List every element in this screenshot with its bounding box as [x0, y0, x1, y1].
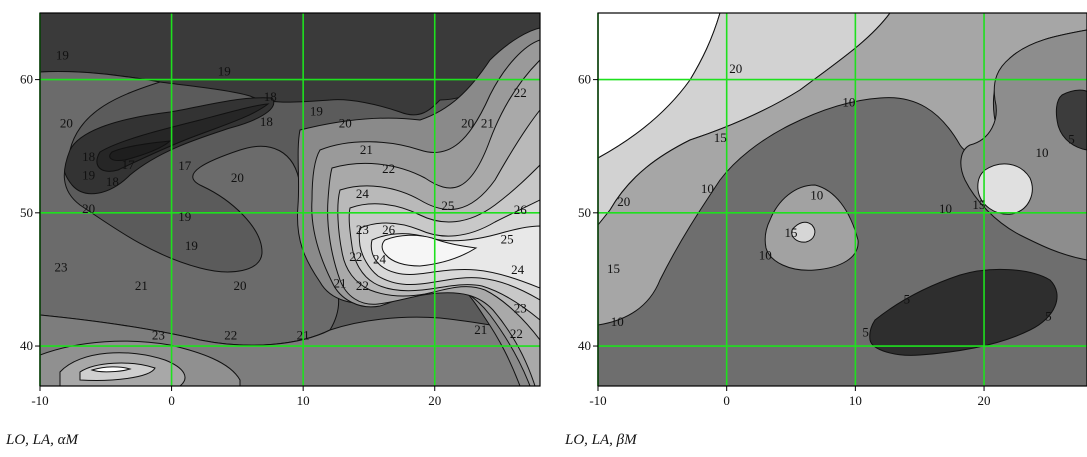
contour-level-label: 10: [759, 247, 772, 262]
contour-level-label: 15: [607, 261, 620, 276]
x-tick-label: -10: [589, 393, 606, 408]
contour-level-label: 19: [82, 168, 95, 183]
contour-fill-beta: [598, 13, 1087, 386]
contour-level-label: 23: [55, 259, 68, 274]
contour-level-label: 19: [178, 209, 191, 224]
y-tick-label: 50: [578, 205, 591, 220]
contour-level-label: 23: [514, 301, 527, 316]
plot-frame-beta: [597, 12, 1087, 387]
contour-level-label: 10: [701, 181, 714, 196]
contour-level-label: 5: [1068, 132, 1075, 147]
contour-level-label: 21: [334, 275, 347, 290]
x-axis-title-beta: LO, LA, βM: [565, 432, 637, 448]
contour-level-label: 10: [1035, 145, 1048, 160]
contour-level-label: 22: [510, 326, 523, 341]
contour-level-label: 21: [481, 116, 494, 131]
contour-level-label: 18: [264, 89, 277, 104]
contour-level-label: 22: [382, 161, 395, 176]
contour-level-label: 19: [310, 104, 323, 119]
x-tick-label: -10: [31, 393, 48, 408]
contour-level-label: 24: [356, 186, 370, 201]
contour-level-label: 19: [56, 48, 69, 63]
contour-level-label: 5: [904, 291, 911, 306]
contour-level-label: 20: [729, 61, 742, 76]
x-axis-title-alpha: LO, LA, αM: [6, 432, 79, 448]
contour-level-label: 17: [122, 157, 136, 172]
y-tick-label: 60: [578, 72, 591, 87]
contour-fill-alpha: [40, 13, 540, 386]
contour-level-label: 23: [152, 327, 165, 342]
contour-level-label: 22: [224, 327, 237, 342]
contour-level-label: 10: [611, 314, 624, 329]
contour-level-label: 26: [382, 222, 396, 237]
contour-level-label: 24: [373, 251, 387, 266]
contour-level-label: 18: [260, 114, 273, 129]
axis-ticks-beta: -10 0 10 20 40 50 60: [578, 72, 991, 408]
y-tick-label: 60: [20, 72, 33, 87]
contour-level-label: 10: [939, 201, 952, 216]
contour-level-label: 18: [82, 149, 95, 164]
y-tick-label: 40: [578, 338, 591, 353]
contour-level-label: 26: [514, 202, 528, 217]
contour-level-label: 15: [785, 225, 798, 240]
contour-labels-beta: 20 10 15 20 10 10 15 10 15 10 10 15 10 5 5 5 5: [607, 61, 1075, 340]
contour-level-label: 19: [218, 64, 231, 79]
contour-level-label: 22: [356, 278, 369, 293]
contour-level-label: 17: [178, 158, 192, 173]
contour-level-label: 21: [297, 327, 310, 342]
x-tick-label: 20: [428, 393, 441, 408]
contour-level-label: 18: [106, 174, 119, 189]
contour-level-label: 25: [501, 231, 514, 246]
contour-level-label: 21: [360, 142, 373, 157]
contour-level-label: 20: [231, 170, 244, 185]
contour-level-label: 21: [474, 322, 487, 337]
x-tick-label: 10: [297, 393, 310, 408]
contour-level-label: 22: [349, 249, 362, 264]
axis-ticks-alpha: -10 0 10 20 40 50 60: [20, 72, 441, 408]
contour-level-label: 20: [82, 201, 95, 216]
x-tick-label: 0: [723, 393, 730, 408]
contour-level-label: 24: [511, 262, 525, 277]
contour-level-label: 19: [185, 238, 198, 253]
contour-level-label: 20: [60, 116, 73, 131]
contour-level-label: 5: [862, 325, 869, 340]
plot-frame-alpha: [39, 12, 541, 387]
contour-level-label: 20: [339, 116, 352, 131]
contour-level-label: 20: [617, 194, 630, 209]
x-tick-label: 0: [168, 393, 175, 408]
contour-level-label: 20: [234, 278, 247, 293]
contour-level-label: 20: [461, 116, 474, 131]
x-tick-label: 20: [978, 393, 991, 408]
y-tick-label: 50: [20, 205, 33, 220]
contour-level-label: 5: [1045, 309, 1052, 324]
y-tick-label: 40: [20, 338, 33, 353]
contour-level-label: 10: [842, 94, 855, 109]
contour-plot-beta: -10 0 10 20 40 50 60 20 10 15 20 10 10 15 10 15 10 10 15 1…: [578, 12, 1087, 408]
contour-level-label: 23: [356, 222, 369, 237]
contour-level-label: 15: [972, 197, 985, 212]
contour-level-label: 22: [514, 85, 527, 100]
contour-level-label: 25: [441, 198, 454, 213]
contour-level-label: 21: [135, 278, 148, 293]
x-tick-label: 10: [849, 393, 862, 408]
contour-level-label: 10: [810, 188, 823, 203]
contour-level-label: 15: [714, 130, 727, 145]
